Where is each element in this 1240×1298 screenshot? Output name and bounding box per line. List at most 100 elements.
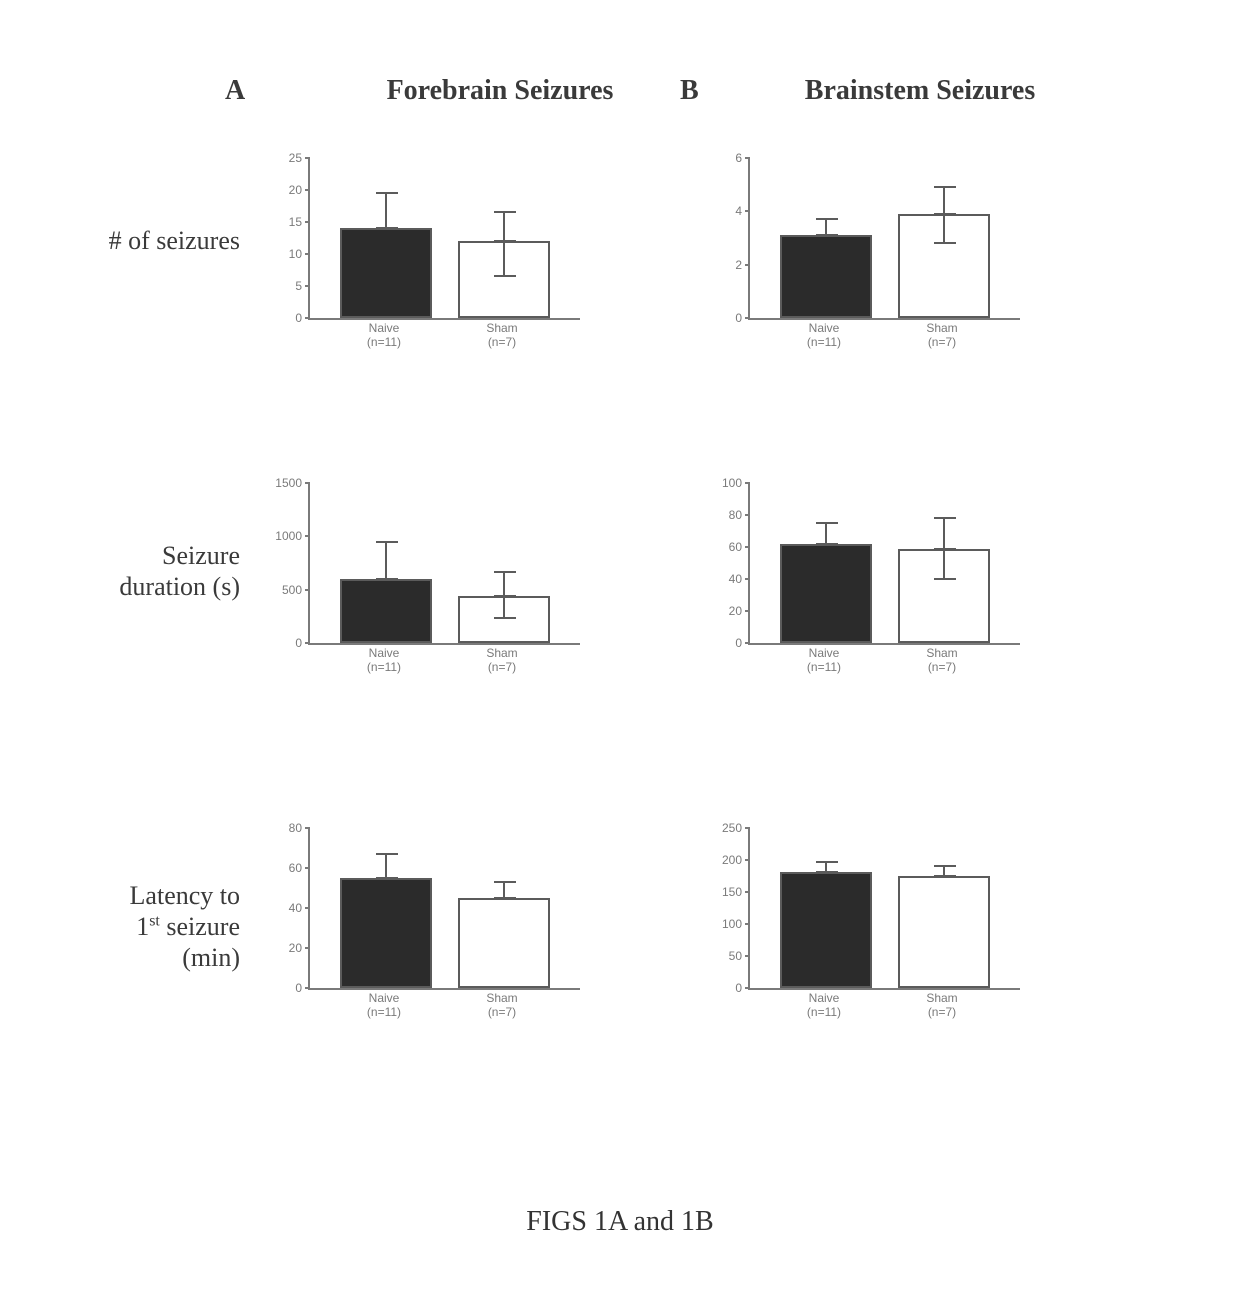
category-label-sham: Sham(n=7) [462,992,542,1020]
errorbar-cap [934,875,956,877]
category-label-sham: Sham(n=7) [462,322,542,350]
ytick-label: 200 [706,853,742,867]
errorbar-up [825,219,827,235]
bar-naive [340,579,432,643]
ytick-label: 20 [266,941,302,955]
ytick-label: 100 [706,917,742,931]
col-title-b: Brainstem Seizures [740,75,1100,107]
ytick-mark [745,987,750,989]
ytick-mark [745,578,750,580]
category-label-sham: Sham(n=7) [902,992,982,1020]
ytick-label: 0 [266,636,302,650]
errorbar-cap [934,578,956,580]
errorbar-cap [376,192,398,194]
ytick-label: 0 [706,311,742,325]
ytick-mark [305,827,310,829]
ytick-label: 0 [266,981,302,995]
ytick-mark [305,317,310,319]
bar-sham [898,876,990,988]
category-label-naive: Naive(n=11) [784,992,864,1020]
errorbar-cap [494,897,516,899]
errorbar-cap [816,543,838,545]
errorbar-cap [934,213,956,215]
chart-A_latency: 020406080Naive(n=11) Sham(n=7) [260,820,600,1040]
errorbar-cap [816,234,838,236]
plot-area: 020406080 [308,828,580,990]
ytick-mark [745,923,750,925]
ytick-mark [305,907,310,909]
bar-naive [340,878,432,988]
ytick-mark [305,987,310,989]
ytick-mark [305,221,310,223]
ytick-label: 250 [706,821,742,835]
ytick-mark [745,264,750,266]
bar-naive [780,235,872,318]
ytick-mark [305,589,310,591]
bar-naive [340,228,432,318]
ytick-mark [745,859,750,861]
row-label-duration: Seizureduration (s) [40,540,240,602]
chart-B_latency: 050100150200250Naive(n=11) Sham(n=7) [700,820,1040,1040]
ytick-mark [745,827,750,829]
errorbar-up [825,523,827,544]
plot-area: 050010001500 [308,483,580,645]
ytick-mark [305,947,310,949]
ytick-label: 4 [706,204,742,218]
ytick-label: 25 [266,151,302,165]
errorbar-cap [934,517,956,519]
errorbar-cap [494,211,516,213]
ytick-label: 5 [266,279,302,293]
chart-B_count: 0246Naive(n=11)Sham(n=7) [700,150,1040,370]
ytick-mark [745,610,750,612]
plot-area: 020406080100 [748,483,1020,645]
errorbar-cap [494,571,516,573]
ytick-label: 150 [706,885,742,899]
ytick-mark [305,285,310,287]
errorbar-up [503,212,505,241]
errorbar-cap [376,541,398,543]
errorbar-down [943,549,945,579]
bar-naive [780,544,872,643]
chart-A_duration: 050010001500Naive(n=11)Sham(n=7) [260,475,600,695]
ytick-mark [745,642,750,644]
plot-area: 0510152025 [308,158,580,320]
ytick-mark [305,867,310,869]
row-label-count: # of seizures [40,225,240,256]
errorbar-up [385,854,387,878]
ytick-label: 2 [706,258,742,272]
ytick-label: 60 [266,861,302,875]
errorbar-cap [816,861,838,863]
ytick-mark [745,482,750,484]
errorbar-cap [816,218,838,220]
category-label-naive: Naive(n=11) [344,992,424,1020]
ytick-mark [745,317,750,319]
ytick-mark [745,514,750,516]
ytick-label: 10 [266,247,302,261]
errorbar-cap [376,227,398,229]
ytick-mark [305,253,310,255]
figure-panel: A Forebrain Seizures B Brainstem Seizure… [0,0,1240,1298]
bar-naive [780,872,872,988]
ytick-mark [305,535,310,537]
figure-caption: FIGS 1A and 1B [0,1206,1240,1238]
bar-sham [458,898,550,988]
errorbar-up [943,187,945,214]
ytick-mark [305,642,310,644]
panel-letter-b: B [680,75,699,107]
category-label-sham: Sham(n=7) [902,647,982,675]
ytick-label: 80 [706,508,742,522]
ytick-label: 50 [706,949,742,963]
errorbar-cap [934,186,956,188]
plot-area: 0246 [748,158,1020,320]
ytick-mark [745,157,750,159]
errorbar-cap [816,871,838,873]
errorbar-cap [494,881,516,883]
ytick-label: 1000 [266,529,302,543]
errorbar-up [503,572,505,597]
ytick-mark [305,482,310,484]
errorbar-down [503,241,505,276]
plot-area: 050100150200250 [748,828,1020,990]
category-label-naive: Naive(n=11) [344,647,424,675]
ytick-mark [745,955,750,957]
category-label-naive: Naive(n=11) [344,322,424,350]
